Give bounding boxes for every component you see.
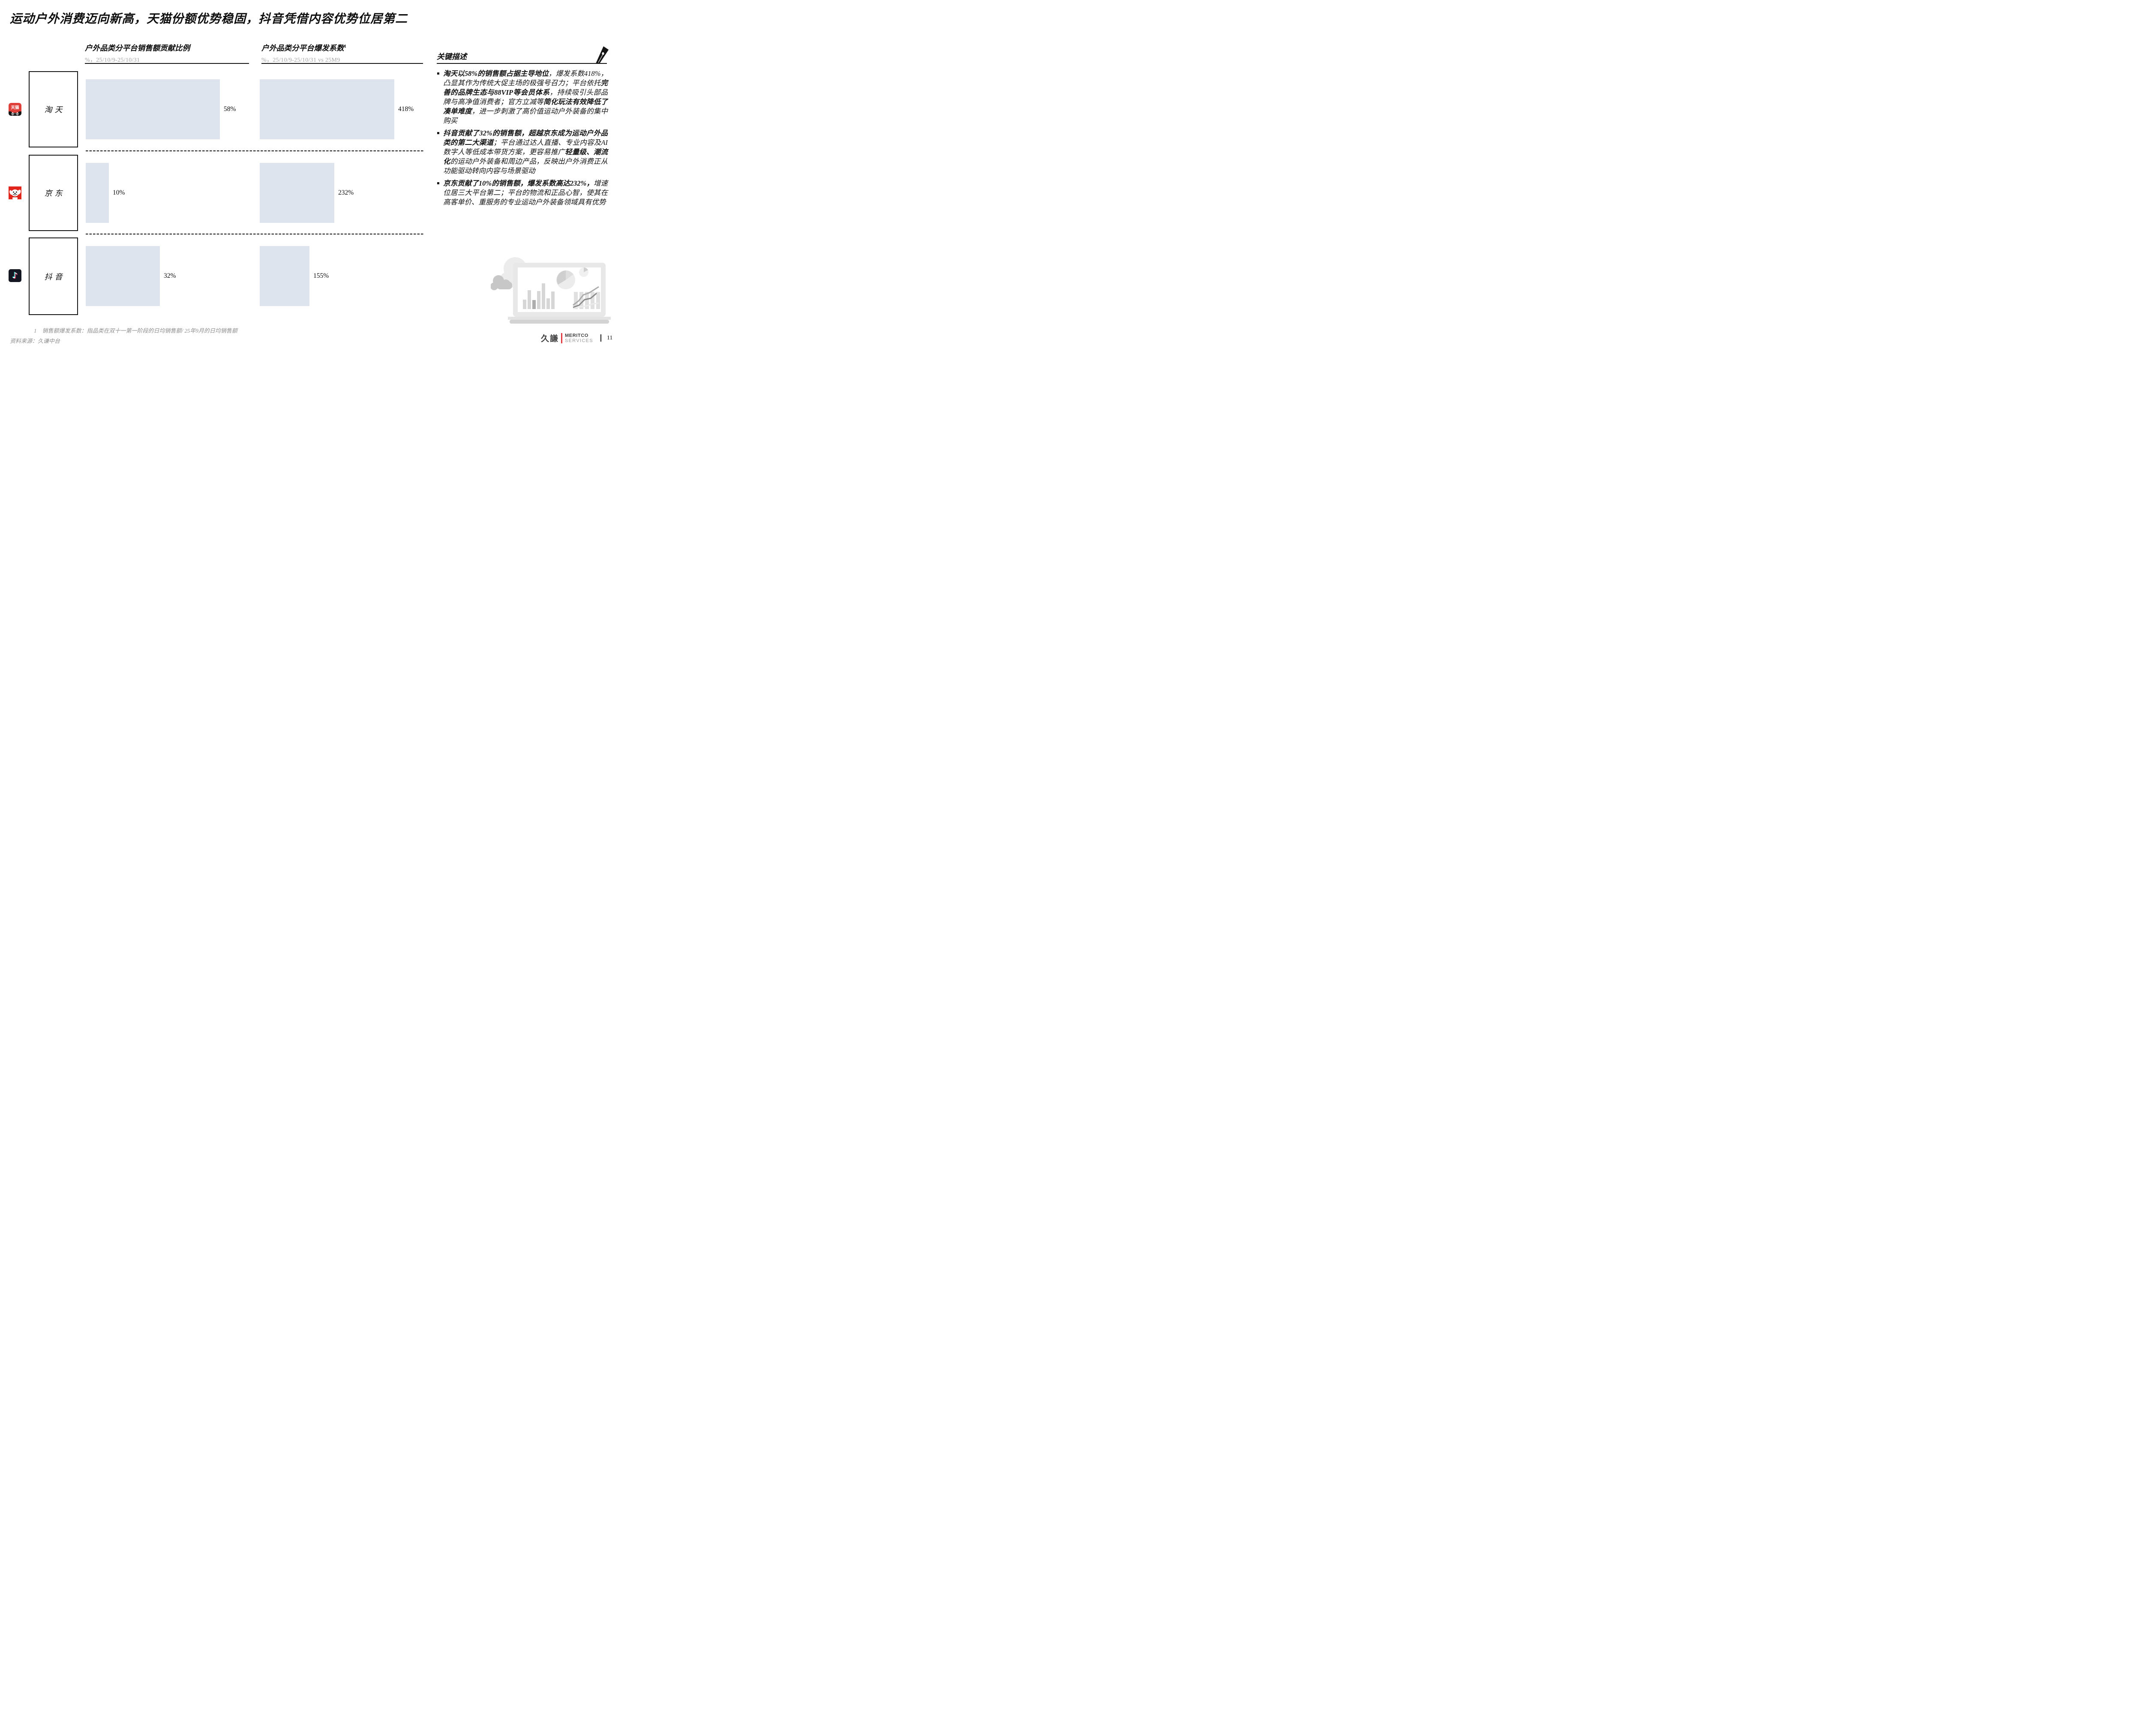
platform-box-jd: 京东	[29, 155, 78, 231]
music-note-glyph: ♪	[12, 270, 18, 280]
bar-burst-jd	[260, 163, 334, 223]
page-number-divider	[600, 334, 601, 342]
share-chart-header: 户外品类分平台销售额贡献比例 %，25/10/9-25/10/31	[85, 42, 190, 64]
footnote: 1 销售额爆发系数：指品类在双十一第一阶段的日均销售额/ 25年9月的日均销售额	[34, 327, 237, 334]
share-header-underline	[85, 63, 249, 64]
bar-value-label: 58%	[224, 105, 236, 113]
bullet-marker-icon: ▪	[437, 181, 440, 186]
key-note-bullet: ▪ 淘天以58%的销售额占据主导地位，爆发系数418%，凸显其作为传统大促主场的极…	[437, 69, 608, 126]
platform-box-douyin: 抖音	[29, 237, 78, 315]
bar-value-label: 418%	[398, 105, 414, 113]
key-notes-title: 关键描述	[437, 52, 467, 61]
row-separator-dashed	[86, 150, 423, 151]
logo-cn-text: 久謙	[541, 334, 559, 343]
logo-secondary-text: SERVICES	[565, 338, 593, 343]
burst-header-underline	[261, 63, 423, 64]
slide: 运动户外消费迈向新高，天猫份额优势稳固，抖音凭借内容优势位居第二 户外品类分平台…	[0, 0, 617, 347]
key-note-bullet: ▪ 抖音贡献了32%的销售额，超越京东成为运动户外品类的第二大渠道；平台通过达人直…	[437, 129, 608, 176]
burst-chart-header: 户外品类分平台爆发系数1 %，25/10/9-25/10/31 vs 25M9	[261, 42, 346, 64]
bar-burst-douyin	[260, 246, 309, 306]
platform-label: 淘天	[44, 105, 65, 114]
bar-share-taotian	[86, 79, 220, 139]
share-chart-subtitle: %，25/10/9-25/10/31	[85, 57, 140, 63]
bullet-marker-icon: ▪	[437, 131, 440, 135]
logo-primary-text: MERITCO	[565, 333, 588, 338]
page-title: 运动户外消费迈向新高，天猫份额优势稳固，抖音凭借内容优势位居第二	[10, 12, 408, 26]
tmall-icon: 天猫	[9, 103, 21, 116]
logo-red-bar	[561, 333, 563, 343]
company-logo: 久謙 MERITCO SERVICES 11	[541, 332, 612, 344]
key-notes-underline	[437, 63, 607, 64]
svg-text:天猫: 天猫	[11, 105, 19, 110]
laptop-analytics-illustration	[491, 257, 611, 324]
source-note: 资料来源：久谦中台	[10, 338, 60, 344]
bar-burst-taotian	[260, 79, 394, 139]
share-chart-title: 户外品类分平台销售额贡献比例	[85, 44, 190, 52]
bar-value-label: 32%	[164, 272, 176, 279]
key-note-text: 抖音贡献了32%的销售额，超越京东成为运动户外品类的第二大渠道；平台通过达人直播…	[443, 129, 608, 175]
jd-icon	[9, 186, 21, 199]
burst-chart-subtitle: %，25/10/9-25/10/31 vs 25M9	[261, 57, 340, 63]
bar-value-label: 232%	[338, 189, 354, 196]
platform-box-taotian: 淘天	[29, 71, 78, 147]
key-note-bullet: ▪ 京东贡献了10%的销售额，爆发系数高达232%，增速位居三大平台第二；平台的物…	[437, 179, 608, 207]
burst-chart-title: 户外品类分平台爆发系数1	[261, 44, 347, 52]
key-note-text: 淘天以58%的销售额占据主导地位，爆发系数418%，凸显其作为传统大促主场的极强…	[443, 69, 608, 125]
page-number: 11	[606, 334, 613, 341]
platform-label: 京东	[44, 189, 65, 198]
bar-share-douyin	[86, 246, 160, 306]
bullet-marker-icon: ▪	[437, 71, 440, 76]
bar-value-label: 155%	[313, 272, 329, 279]
douyin-icon: ♪	[9, 269, 21, 282]
fountain-pen-icon	[596, 46, 609, 63]
key-notes-list: ▪ 淘天以58%的销售额占据主导地位，爆发系数418%，凸显其作为传统大促主场的极…	[437, 69, 608, 210]
bar-value-label: 10%	[113, 189, 125, 196]
bar-share-jd	[86, 163, 109, 223]
footnote-ref: 1	[344, 44, 347, 49]
platform-label: 抖音	[44, 272, 65, 281]
key-note-text: 京东贡献了10%的销售额，爆发系数高达232%，增速位居三大平台第二；平台的物流…	[443, 179, 608, 206]
